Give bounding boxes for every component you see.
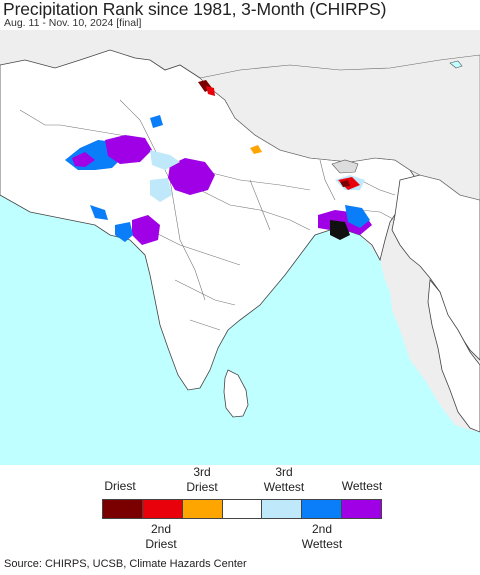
sri-lanka — [223, 369, 249, 418]
bhutan-outline — [331, 159, 359, 174]
legend-swatch-driest — [103, 500, 143, 518]
legend-label-driest: Driest — [104, 479, 136, 493]
legend-swatch-3rd-driest — [182, 500, 223, 518]
tibet-outside — [199, 54, 480, 201]
source-credit: Source: CHIRPS, UCSB, Climate Hazards Ce… — [4, 558, 247, 570]
legend-swatch-2nd-wettest — [302, 500, 343, 518]
legend-swatch-normal — [222, 500, 263, 518]
legend: Driest 3rd Driest 3rd Wettest Wettest 2nd D… — [0, 465, 480, 555]
legend-swatch-2nd-driest — [142, 500, 183, 518]
legend-label-2nd-wettest: 2nd Wettest — [301, 522, 343, 551]
south-asia-land — [0, 49, 421, 391]
dry-anomaly-patches — [198, 80, 360, 240]
map-subtitle: Aug. 11 - Nov. 10, 2024 [final] — [4, 17, 142, 29]
ocean-west — [0, 200, 200, 465]
map-title: Precipitation Rank since 1981, 3-Month (… — [3, 0, 387, 19]
lake-icon — [449, 60, 463, 69]
legend-label-wettest: Wettest — [341, 479, 383, 493]
legend-label-3rd-driest: 3rd Driest — [186, 465, 218, 494]
lower-myanmar-land — [427, 279, 480, 433]
legend-label-2nd-driest: 2nd Driest — [145, 522, 177, 551]
legend-swatch-3rd-wettest — [262, 500, 303, 518]
legend-label-3rd-wettest: 3rd Wettest — [263, 465, 305, 494]
legend-swatch-wettest — [342, 500, 382, 518]
legend-color-bar — [102, 499, 382, 519]
precipitation-rank-map — [0, 30, 480, 465]
